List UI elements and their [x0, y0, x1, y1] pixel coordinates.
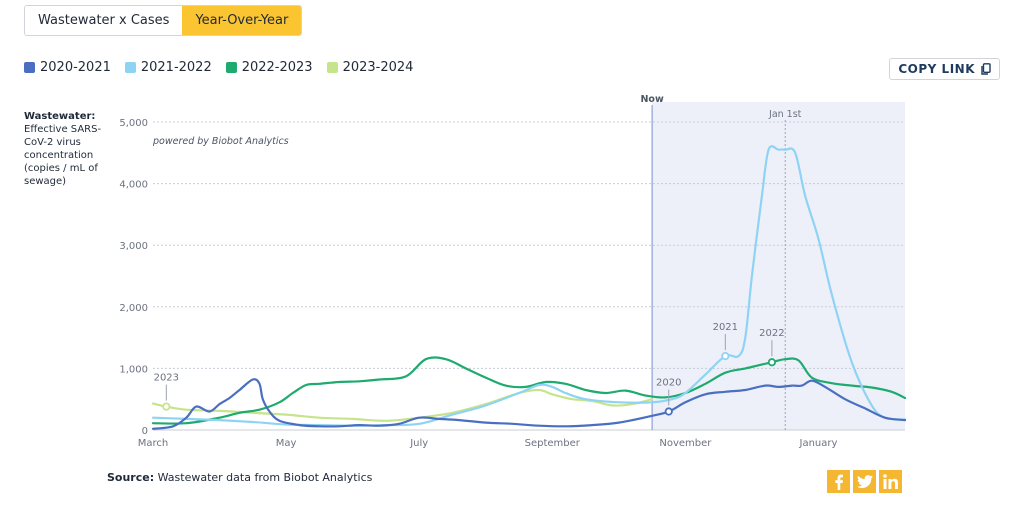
- legend-item-2020-2021[interactable]: 2020-2021: [24, 60, 111, 75]
- year-callout-label: 2020: [656, 378, 681, 389]
- source-note: Source: Wastewater data from Biobot Anal…: [107, 471, 372, 484]
- y-tick-label: 5,000: [119, 118, 148, 129]
- legend-label: 2020-2021: [40, 60, 111, 75]
- facebook-icon: [834, 474, 843, 490]
- x-tick-label: January: [799, 438, 838, 449]
- copy-link-button[interactable]: COPY LINK: [889, 58, 1000, 80]
- legend-item-2023-2024[interactable]: 2023-2024: [326, 60, 414, 75]
- now-label: Now: [640, 94, 663, 105]
- x-tick-label: May: [276, 438, 297, 449]
- copy-link-label: COPY LINK: [898, 62, 975, 76]
- year-callout-label: 2022: [759, 328, 784, 339]
- legend-swatch: [225, 62, 237, 73]
- linkedin-share-button[interactable]: [879, 470, 902, 493]
- x-tick-label: September: [525, 438, 581, 449]
- legend-item-2022-2023[interactable]: 2022-2023: [225, 60, 313, 75]
- x-tick-label: November: [659, 438, 712, 449]
- year-point-marker: [721, 351, 730, 361]
- y-tick-label: 1,000: [119, 364, 148, 375]
- x-tick-label: July: [409, 438, 428, 449]
- chart-watermark: powered by Biobot Analytics: [152, 136, 289, 147]
- source-text: Wastewater data from Biobot Analytics: [154, 471, 373, 484]
- legend-item-2021-2022[interactable]: 2021-2022: [124, 60, 212, 75]
- y-tick-label: 2,000: [119, 303, 148, 314]
- y-tick-label: 3,000: [119, 241, 148, 252]
- chart-legend: 2020-2021 2021-2022 2022-2023 2023-2024: [24, 60, 413, 75]
- jan-1st-label: Jan 1st: [768, 109, 802, 120]
- source-prefix: Source:: [107, 471, 155, 484]
- year-callout-label: 2021: [713, 322, 738, 333]
- tab-wastewater-x-cases[interactable]: Wastewater x Cases: [25, 6, 183, 35]
- series-line-2022-2023: [151, 356, 907, 425]
- twitter-share-button[interactable]: [853, 470, 876, 493]
- copy-icon: [981, 63, 991, 75]
- legend-label: 2022-2023: [241, 60, 313, 75]
- year-point-marker: [767, 358, 777, 367]
- y-tick-label: 4,000: [119, 180, 148, 191]
- legend-label: 2021-2022: [140, 60, 212, 75]
- year-point-marker: [664, 407, 673, 416]
- legend-label: 2023-2024: [342, 60, 414, 75]
- legend-swatch: [124, 62, 136, 73]
- legend-swatch: [326, 62, 338, 73]
- y-axis-label: Wastewater: Effective SARS-CoV-2 virus c…: [24, 110, 124, 188]
- view-toggle: Wastewater x Cases Year-Over-Year: [24, 5, 303, 36]
- tab-year-over-year[interactable]: Year-Over-Year: [182, 6, 302, 35]
- linkedin-icon: [883, 474, 898, 489]
- y-axis-label-title: Wastewater:: [24, 111, 96, 122]
- twitter-icon: [856, 474, 873, 488]
- future-period-shade: [652, 102, 905, 430]
- facebook-share-button[interactable]: [827, 470, 850, 493]
- y-axis-label-text: Effective SARS-CoV-2 virus concentration…: [24, 124, 102, 187]
- y-tick-label: 0: [142, 426, 148, 437]
- x-tick-label: March: [138, 438, 168, 449]
- legend-swatch: [24, 62, 35, 73]
- year-point-marker: [162, 402, 171, 411]
- series-line-2020-2021: [151, 378, 907, 430]
- social-share: [827, 470, 902, 493]
- year-callout-label: 2023: [154, 373, 179, 384]
